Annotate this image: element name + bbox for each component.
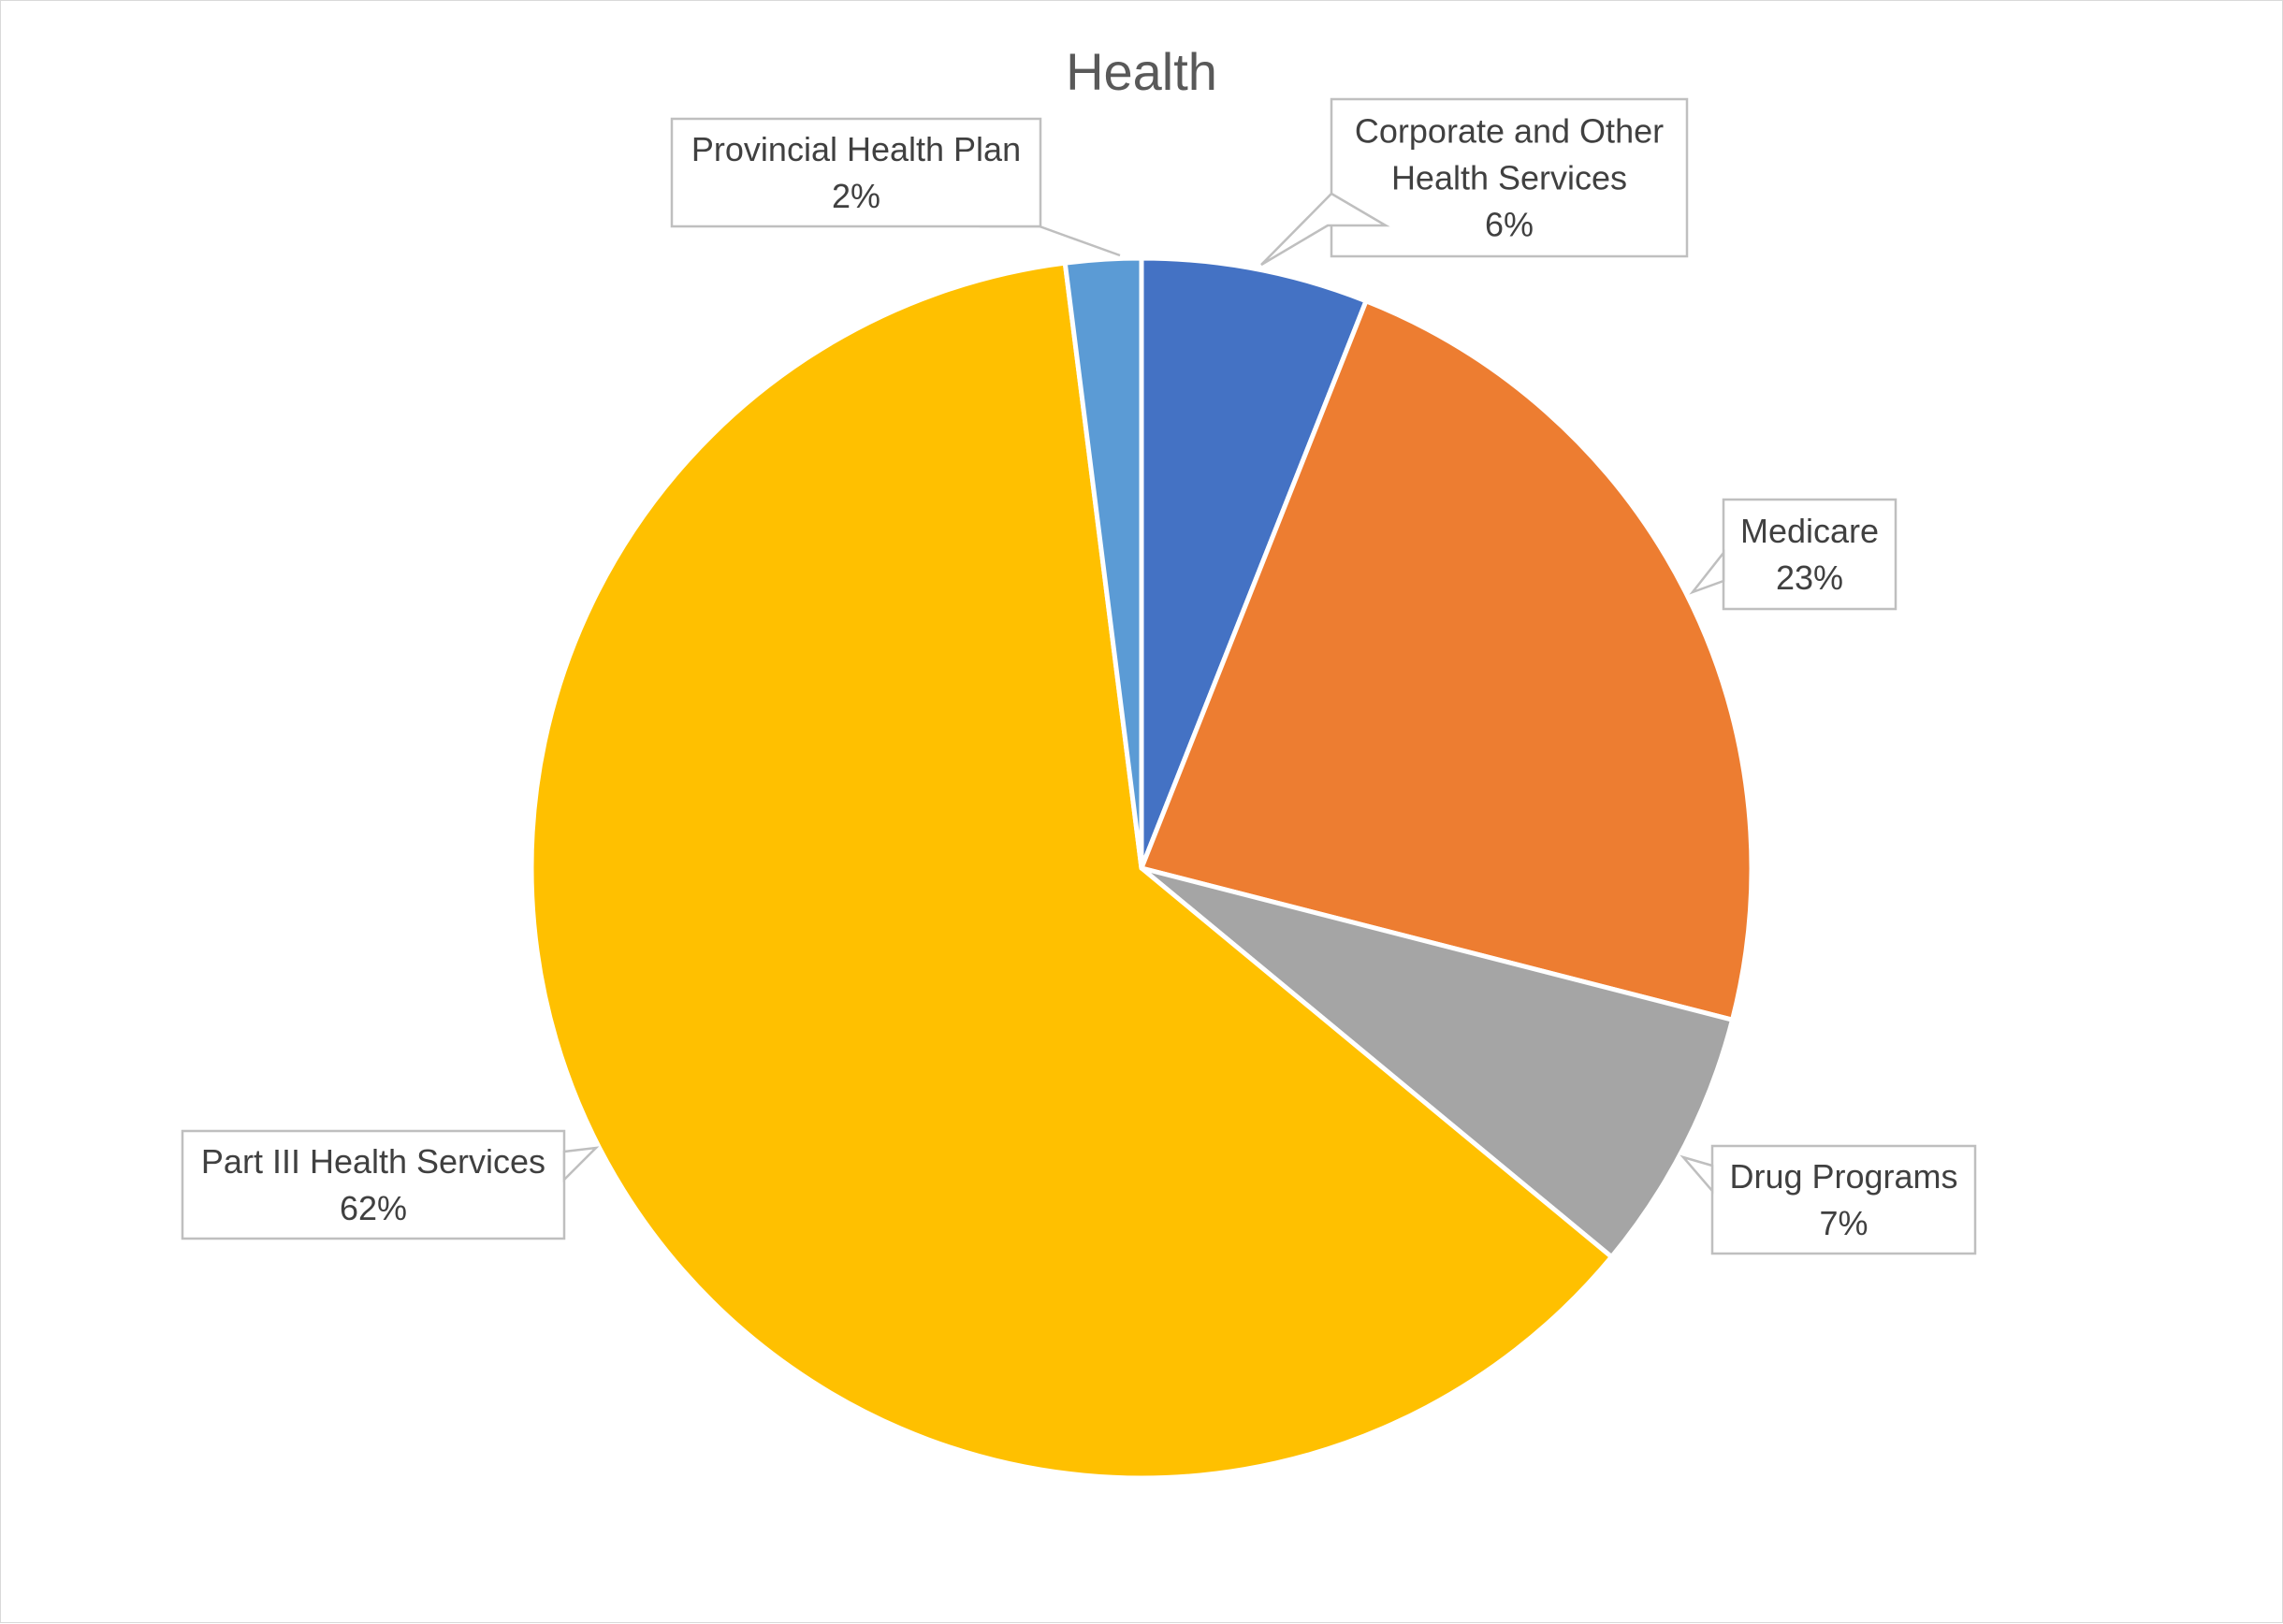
callout-box — [1330, 97, 1689, 258]
data-label-category: Health Services — [1391, 159, 1627, 197]
callout-box — [1722, 498, 1898, 611]
callout-pointer — [1260, 192, 1390, 267]
data-label-category: Medicare — [1740, 512, 1879, 550]
data-label-callouts: Corporate and Other Health Services 6% Medi… — [181, 97, 1977, 1255]
data-label-value: 7% — [1819, 1204, 1868, 1242]
callout-box — [1710, 1144, 1977, 1255]
pie-slice-drug-programs — [1139, 865, 1736, 1260]
data-label-medicare: Medicare 23% — [1689, 498, 1898, 611]
pie-slice-provincial-health-plan — [1062, 255, 1144, 871]
data-label-category: Part III Health Services — [201, 1142, 545, 1181]
data-label-value: 6% — [1485, 206, 1534, 244]
data-label-part-iii-health-services: Part III Health Services 62% — [181, 1129, 600, 1240]
chart-title: Health — [1066, 42, 1217, 101]
data-label-category: Drug Programs — [1729, 1157, 1957, 1196]
callout-pointer — [1689, 549, 1725, 595]
leader-line — [980, 225, 1121, 257]
data-label-value: 23% — [1776, 558, 1843, 597]
data-label-corporate-and-other-health-services: Corporate and Other Health Services 6% — [1260, 97, 1689, 267]
data-label-value: 62% — [340, 1189, 407, 1227]
pie-slice-part-iii-health-services — [529, 260, 1614, 1481]
callout-box — [670, 117, 1042, 228]
data-label-category: Corporate and Other — [1355, 112, 1664, 151]
data-label-category: Provincial Health Plan — [691, 130, 1021, 168]
pie-slices — [529, 255, 1754, 1481]
data-label-drug-programs: Drug Programs 7% — [1680, 1144, 1977, 1255]
data-label-provincial-health-plan: Provincial Health Plan 2% — [670, 117, 1121, 257]
callout-box — [181, 1129, 566, 1240]
callout-pointer — [1680, 1154, 1714, 1195]
pie-slice-medicare — [1139, 298, 1754, 1022]
pie-slice-corporate-and-other-health-services — [1139, 255, 1369, 871]
data-label-value: 2% — [832, 177, 880, 215]
callout-pointer — [562, 1146, 600, 1183]
